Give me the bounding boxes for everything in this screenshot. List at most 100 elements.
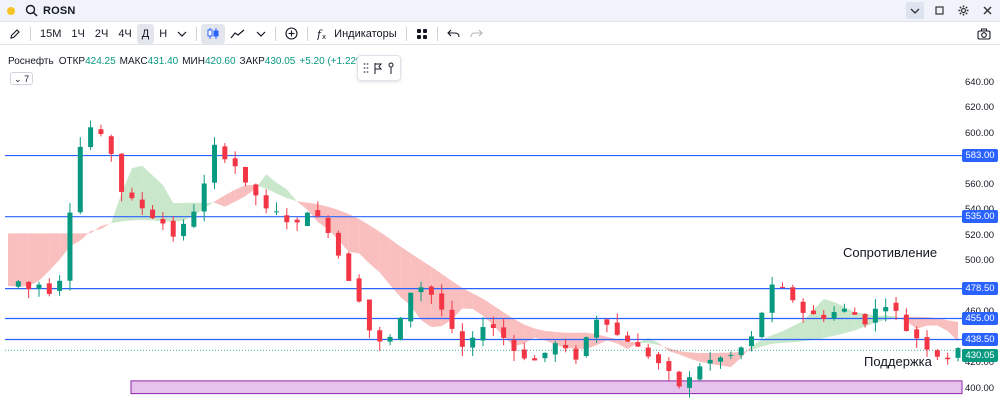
level-price-tag[interactable]: 535.00 <box>962 210 998 224</box>
ichimoku-cloud-bearish-segment <box>927 317 938 326</box>
ichimoku-cloud-bearish-segment <box>28 233 39 287</box>
candle-down <box>346 253 352 281</box>
price-axis-tick: 500.00 <box>965 255 995 267</box>
ichimoku-cloud-bearish-segment <box>379 231 391 286</box>
open-key: ОТКР <box>58 56 86 67</box>
candle-up <box>687 377 693 388</box>
candle-up <box>88 127 94 148</box>
undo-icon[interactable] <box>442 24 465 44</box>
candle-down <box>924 337 930 350</box>
candles-icon[interactable] <box>201 23 226 44</box>
price-axis-tick: 640.00 <box>965 77 995 88</box>
candle-down <box>666 361 672 371</box>
interval-2h[interactable]: 2Ч <box>94 27 109 40</box>
ichimoku-cloud-bullish-segment <box>121 168 132 222</box>
interval-4h[interactable]: 4Ч <box>118 27 132 40</box>
candle-down <box>893 302 899 311</box>
candle-down <box>253 184 259 196</box>
candle-down <box>366 299 372 331</box>
ichimoku-cloud-bearish-segment <box>679 350 690 359</box>
candle-down <box>614 322 620 335</box>
status-dot-icon <box>7 6 15 15</box>
ichimoku-cloud-bearish-segment <box>38 233 50 281</box>
line-chart-icon[interactable] <box>225 24 251 44</box>
ichimoku-cloud-bearish-segment <box>947 320 958 342</box>
legend-collapse-toggle[interactable]: ⌄ 7 <box>10 72 34 85</box>
candle-down <box>645 347 651 357</box>
ichimoku-cloud-bearish-segment <box>400 246 411 306</box>
price-axis-tick: 560.00 <box>965 178 995 190</box>
ichimoku-cloud-bearish-segment <box>658 342 669 352</box>
ichimoku-cloud-bearish-segment <box>544 330 556 345</box>
level-price-tag[interactable]: 455.00 <box>962 312 998 326</box>
ichimoku-cloud-bearish-segment <box>338 209 349 252</box>
pencil-icon[interactable] <box>4 24 26 44</box>
price-axis-tick: 520.00 <box>965 229 995 241</box>
ichimoku-cloud-bearish-segment <box>245 185 256 197</box>
candle-up <box>583 337 589 356</box>
candle-up <box>728 354 734 356</box>
flag-icon[interactable] <box>373 62 383 75</box>
ichimoku-cloud-bearish-segment <box>565 332 576 349</box>
candle-up <box>748 336 754 347</box>
level-price-tag[interactable]: 438.50 <box>962 333 998 347</box>
ohlc-legend: Роснефть ОТКР 424.25 МАКС 431.40 МИН 420.60… <box>8 56 372 67</box>
close-icon[interactable] <box>978 2 996 19</box>
drag-handle-icon[interactable] <box>363 62 369 74</box>
ichimoku-cloud-bullish-segment <box>266 174 277 194</box>
candle-down <box>449 309 455 329</box>
candle-down <box>150 209 156 219</box>
svg-text:x: x <box>322 33 326 40</box>
restore-window-icon[interactable] <box>930 2 948 19</box>
low-value: 420.60 <box>204 56 236 67</box>
chart-area[interactable] <box>0 46 1000 407</box>
ichimoku-cloud-bearish-segment <box>369 225 380 273</box>
ichimoku-cloud-bearish-segment <box>410 253 422 321</box>
pin-icon[interactable] <box>387 62 395 75</box>
candle-down <box>98 129 104 134</box>
level-price-tag[interactable]: 583.00 <box>962 149 998 163</box>
ichimoku-cloud-bearish-segment <box>348 213 360 254</box>
candle-up <box>883 307 889 312</box>
candle-down <box>532 358 538 361</box>
candle-down <box>26 281 32 290</box>
candle-down <box>501 327 507 338</box>
ichimoku-cloud-bearish-segment <box>214 195 225 207</box>
candle-up <box>552 343 558 355</box>
interval-week[interactable]: Н <box>159 27 168 40</box>
candle-down <box>914 329 920 339</box>
candle-up <box>15 281 21 287</box>
ichimoku-cloud-bullish-segment <box>193 202 205 216</box>
interval-day[interactable]: Д <box>136 23 155 44</box>
interval-1h[interactable]: 1Ч <box>71 27 85 40</box>
ichimoku-cloud-bearish-segment <box>69 233 81 247</box>
ichimoku-cloud-bearish-segment <box>493 305 504 337</box>
symbol-name: ROSN <box>43 4 76 17</box>
ichimoku-cloud-bearish-segment <box>100 222 112 230</box>
add-compare-icon[interactable] <box>280 24 303 44</box>
ichimoku-cloud-bearish-segment <box>297 201 308 210</box>
symbol-search[interactable]: ROSN <box>25 2 76 20</box>
chevron-down-icon[interactable] <box>906 2 924 19</box>
redo-icon[interactable] <box>465 24 488 44</box>
ichimoku-cloud-bullish-segment <box>276 182 287 199</box>
high-key: МАКС <box>119 56 148 67</box>
candle-down <box>573 348 579 360</box>
ichimoku-cloud-bullish-segment <box>772 331 783 344</box>
interval-15m[interactable]: 15M <box>40 27 62 40</box>
candle-down <box>160 218 166 224</box>
candle-up <box>594 319 600 338</box>
layout-grid-icon[interactable] <box>411 24 433 44</box>
candle-down <box>635 342 641 347</box>
chevron-down-icon[interactable] <box>251 24 271 44</box>
camera-icon[interactable] <box>972 24 996 44</box>
ichimoku-cloud-bearish-segment <box>916 316 928 329</box>
price-chart[interactable] <box>0 46 1000 407</box>
gear-icon[interactable] <box>954 2 972 19</box>
chevron-down-icon[interactable] <box>172 24 192 44</box>
ichimoku-cloud-bearish-segment <box>328 206 339 241</box>
candle-up <box>57 280 63 291</box>
candle-down <box>46 283 52 294</box>
level-price-tag[interactable]: 478.50 <box>962 282 998 296</box>
